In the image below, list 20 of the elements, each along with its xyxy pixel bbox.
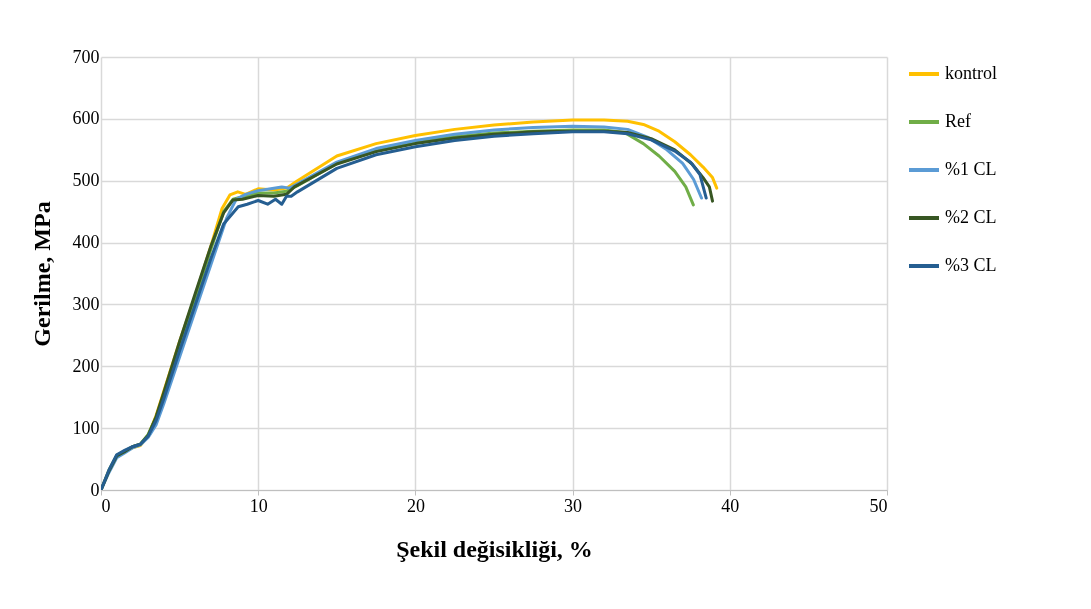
y-tick-label: 200 [72,355,100,376]
y-axis-title: Gerilme, MPa [28,201,55,347]
legend-label: %2 CL [945,207,997,227]
y-tick-label: 300 [72,293,100,314]
y-tick-label: 100 [72,417,100,438]
x-tick-label: 10 [249,495,268,516]
y-tick-label: 600 [72,108,100,129]
legend-label: %1 CL [945,159,997,179]
y-tick-label: 500 [72,170,100,191]
legend-label: %3 CL [945,255,997,275]
x-tick-label: 50 [869,495,888,516]
legend-label: kontrol [945,63,997,83]
y-tick-label: 700 [72,46,100,67]
y-tick-label: 0 [90,479,100,500]
x-axis-title: Şekil değisikliği, % [396,535,593,562]
x-tick-label: 40 [721,495,740,516]
x-tick-label: 20 [406,495,425,516]
x-tick-label: 30 [564,495,583,516]
y-tick-label: 400 [72,232,100,253]
legend-label: Ref [945,111,971,131]
